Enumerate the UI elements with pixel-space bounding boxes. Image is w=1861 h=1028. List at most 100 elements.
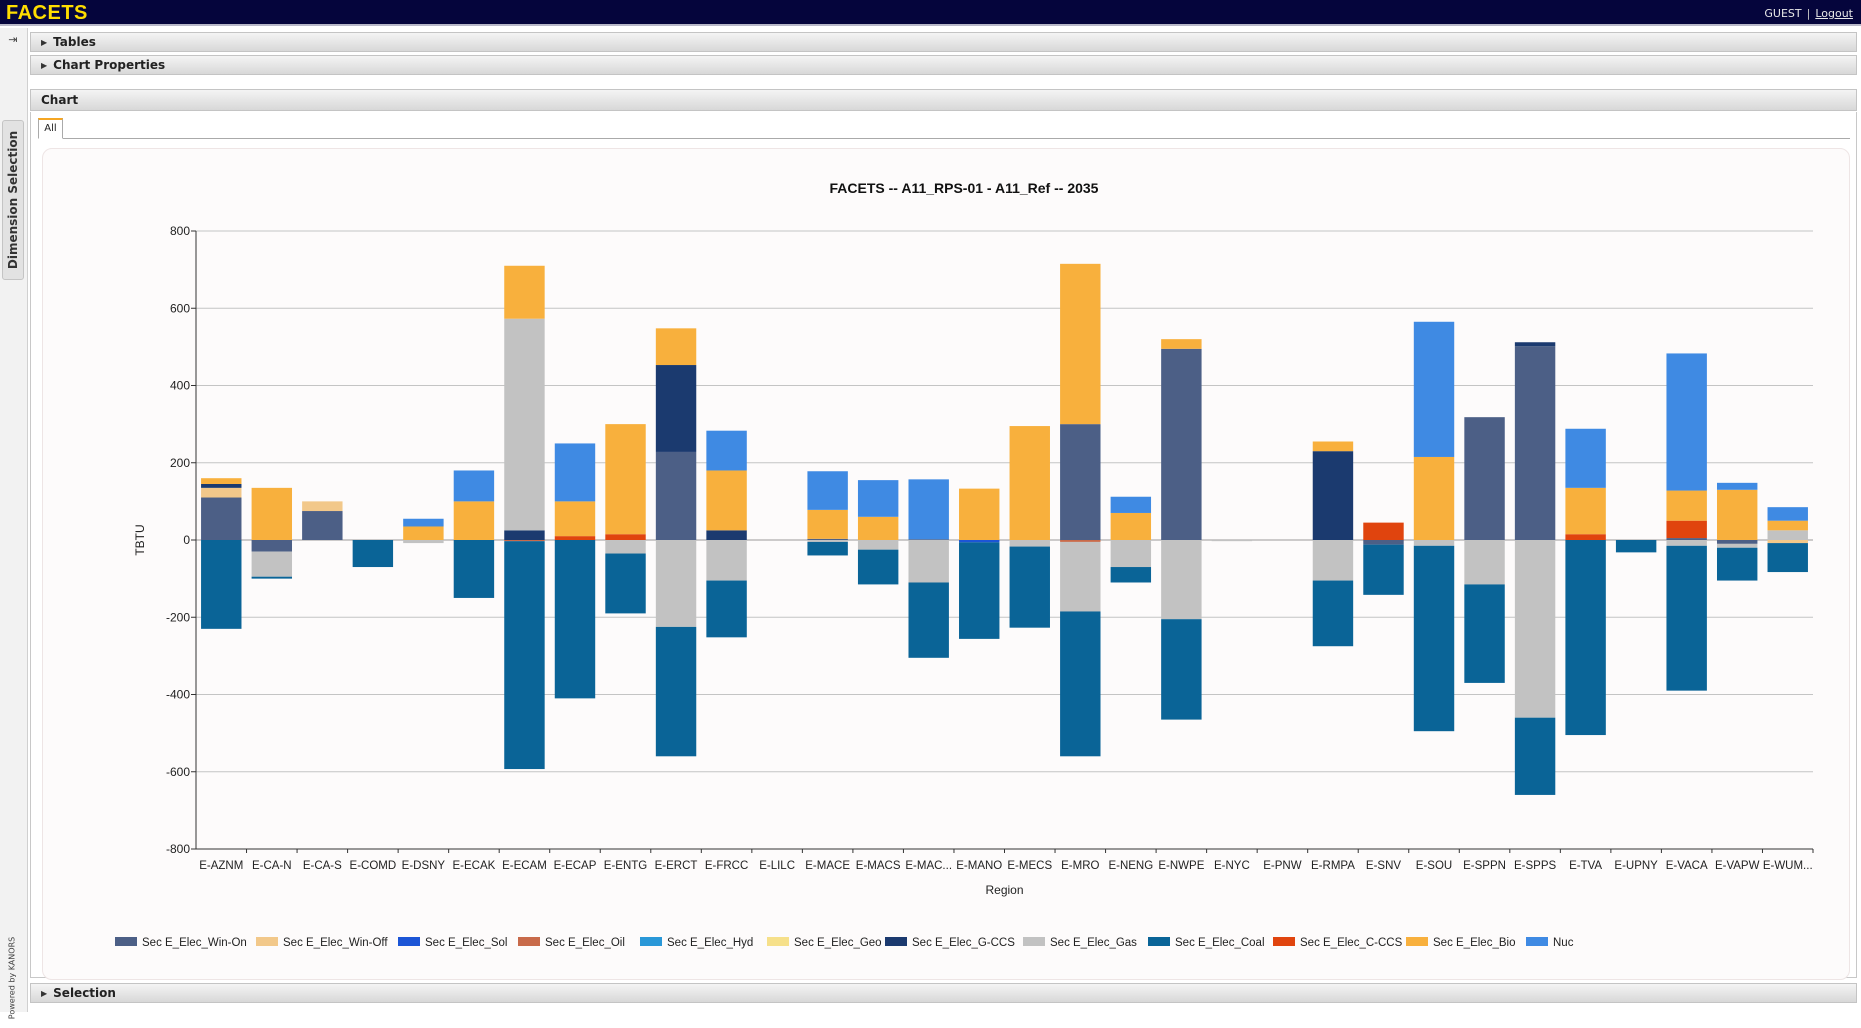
user-separator: | — [1806, 7, 1811, 20]
bar-e-erct-coal — [655, 626, 697, 757]
bar-e-sou-coal — [1413, 545, 1455, 732]
chart-panel-label: Chart — [41, 93, 79, 107]
bar-e-mro-gas — [1060, 541, 1101, 612]
legend-swatch-bio — [1406, 937, 1428, 946]
bar-e-ca-n-bio — [251, 487, 293, 540]
bar-e-dsny-bio — [403, 526, 444, 540]
bar-e-wum-bio — [1767, 520, 1808, 531]
bar-e-dsny-nuc — [403, 518, 444, 527]
bar-e-aznm-g-ccs — [201, 483, 242, 488]
bar-e-ecak-coal — [453, 540, 495, 598]
x-tick-label: E-NWPE — [1158, 860, 1204, 872]
x-tick-label: E-ENTG — [604, 860, 648, 872]
legend-swatch-coal — [1148, 937, 1170, 946]
bar-e-mecs-bio — [1009, 426, 1050, 540]
expand-icon: ▶ — [41, 38, 48, 47]
x-axis-label: Region — [985, 883, 1023, 897]
expand-icon: ▶ — [41, 989, 48, 998]
bar-e-ecap-bio — [554, 501, 596, 537]
bar-e-aznm-bio — [201, 478, 242, 484]
dimension-selection-tab[interactable]: Dimension Selection — [2, 120, 24, 280]
legend-label-oil: Sec E_Elec_Oil — [545, 937, 625, 949]
x-tick-label: E-LILC — [759, 860, 795, 872]
legend-label-nuc: Nuc — [1553, 937, 1574, 949]
expand-icon: ▶ — [41, 61, 48, 70]
bar-e-upny-coal — [1615, 540, 1657, 553]
bar-e-snv-coal — [1363, 544, 1404, 595]
chart-panel-header: Chart — [30, 89, 1857, 111]
bar-e-rmpa-gas — [1312, 540, 1354, 581]
legend-swatch-sol — [398, 937, 420, 946]
bar-e-sppn-coal — [1464, 584, 1505, 683]
bar-e-mace-gas — [807, 540, 848, 542]
bar-e-ecam-bio — [504, 265, 545, 319]
bar-e-macs-gas — [857, 540, 899, 550]
chart-title: FACETS -- A11_RPS-01 - A11_Ref -- 2035 — [830, 180, 1099, 196]
legend-label-coal: Sec E_Elec_Coal — [1175, 937, 1265, 949]
bar-e-macs-coal — [857, 549, 899, 585]
bar-e-spps-coal — [1514, 717, 1556, 795]
bar-e-frcc-bio — [706, 470, 747, 531]
x-tick-label: E-TVA — [1569, 860, 1602, 872]
bar-e-vaca-win-on — [1666, 538, 1707, 540]
x-tick-label: E-MACE — [805, 860, 850, 872]
bar-e-vaca-bio — [1666, 490, 1707, 521]
bar-e-rmpa-g-ccs — [1312, 451, 1354, 540]
pin-icon[interactable]: ⇥ — [8, 33, 18, 46]
bar-e-erct-g-ccs — [655, 365, 697, 452]
y-tick-label: -800 — [166, 842, 190, 856]
legend-swatch-c-ccs — [1273, 937, 1295, 946]
bar-e-vaca-gas — [1666, 540, 1707, 546]
y-axis-label: TBTU — [133, 524, 147, 555]
bar-e-aznm-win-off — [201, 487, 242, 498]
bar-e-mano-sol — [959, 540, 1000, 543]
tables-panel-header[interactable]: ▶ Tables — [30, 32, 1857, 52]
bar-e-ecak-bio — [453, 501, 495, 540]
legend-swatch-g-ccs — [885, 937, 907, 946]
legend-swatch-hyd — [640, 937, 662, 946]
bar-e-nwpe-win-on — [1161, 348, 1202, 540]
bar-e-vapw-win-on — [1716, 540, 1758, 544]
x-tick-label: E-MANO — [956, 860, 1002, 872]
bar-e-vapw-nuc — [1716, 482, 1758, 490]
bar-e-erct-gas — [655, 540, 697, 627]
legend-label-win-on: Sec E_Elec_Win-On — [142, 937, 247, 949]
bar-e-nwpe-bio — [1161, 339, 1202, 349]
tab-all[interactable]: All — [38, 118, 63, 139]
bar-e-neng-nuc — [1110, 496, 1152, 513]
bar-e-mro-win-on — [1060, 424, 1101, 540]
y-tick-label: 400 — [170, 379, 190, 393]
selection-panel-label: Selection — [53, 986, 116, 1000]
bar-e-rmpa-coal — [1312, 580, 1354, 647]
bar-e-entg-bio — [605, 424, 646, 535]
tab-strip-line — [63, 138, 1850, 139]
bar-e-nwpe-gas — [1161, 540, 1202, 620]
bar-e-vaca-c-ccs — [1666, 520, 1707, 539]
bar-e-vapw-coal — [1716, 547, 1758, 581]
bar-e-sou-gas — [1413, 540, 1455, 546]
bar-e-mecs-gas — [1009, 540, 1050, 547]
x-tick-label: E-ECAP — [554, 860, 597, 872]
bar-e-erct-win-on — [655, 451, 697, 540]
legend-swatch-geo — [767, 937, 789, 946]
bar-e-comd-coal — [352, 540, 394, 568]
y-tick-label: 0 — [183, 533, 190, 547]
bar-e-neng-coal — [1110, 567, 1152, 583]
bar-e-entg-gas — [605, 540, 646, 554]
bar-e-snv-c-ccs — [1363, 522, 1404, 540]
bar-e-frcc-coal — [706, 580, 747, 638]
x-tick-label: E-COMD — [350, 860, 397, 872]
bar-e-wum-coal — [1767, 543, 1808, 573]
x-tick-label: E-MRO — [1061, 860, 1099, 872]
bar-e-frcc-gas — [706, 540, 747, 581]
x-tick-label: E-CA-N — [252, 860, 292, 872]
chart-properties-panel-header[interactable]: ▶ Chart Properties — [30, 55, 1857, 75]
logout-link[interactable]: Logout — [1815, 7, 1853, 20]
legend-label-g-ccs: Sec E_Elec_G-CCS — [912, 937, 1015, 949]
bar-e-ecam-oil — [504, 540, 545, 542]
selection-panel-header[interactable]: ▶ Selection — [30, 983, 1857, 1003]
bar-e-mace-win-on — [807, 538, 848, 540]
bar-e-neng-bio — [1110, 512, 1152, 540]
x-tick-label: E-RMPA — [1311, 860, 1355, 872]
